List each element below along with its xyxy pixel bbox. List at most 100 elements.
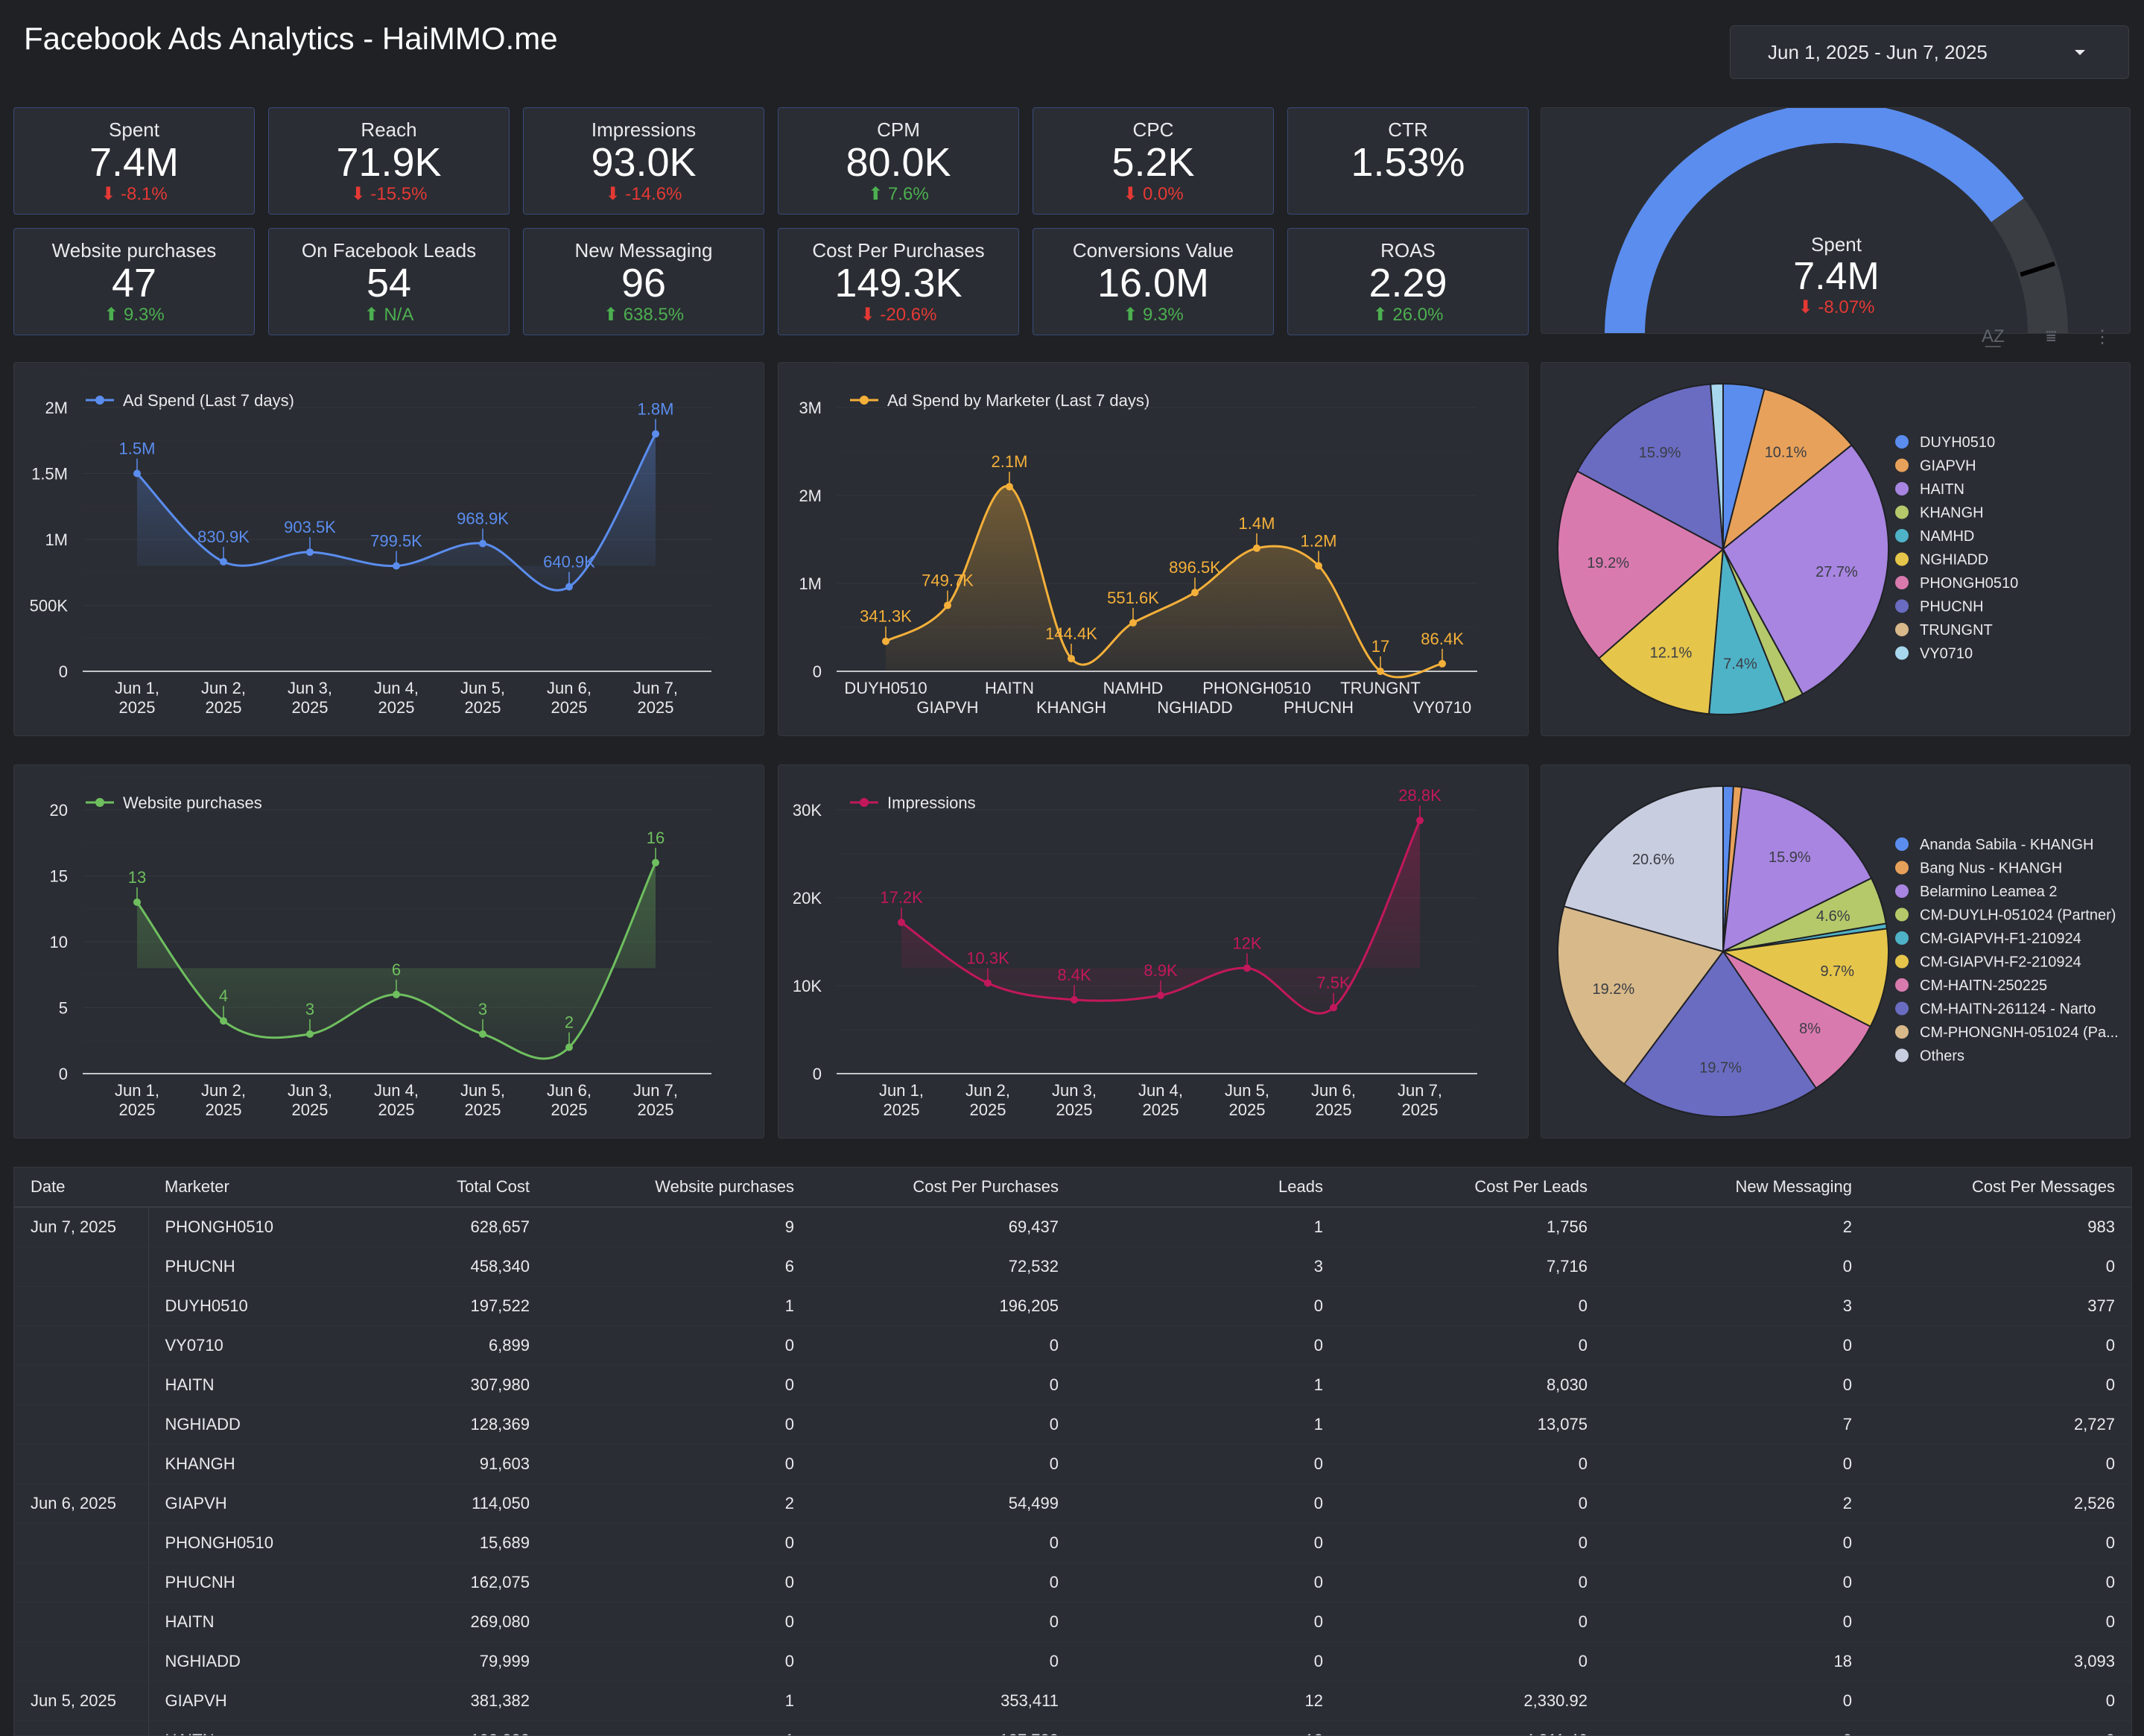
legend-item[interactable]: NGHIADD bbox=[1895, 552, 1988, 568]
legend-item[interactable]: NAMHD bbox=[1895, 528, 1974, 545]
table-row[interactable]: HAITN193,8321137,783134,311.4600 bbox=[14, 1721, 2131, 1736]
table-cell-new-messaging: 0 bbox=[1604, 1603, 1868, 1642]
data-point[interactable] bbox=[565, 1044, 573, 1051]
legend-item[interactable]: Others bbox=[1895, 1048, 1964, 1065]
column-header-marketer[interactable]: Marketer bbox=[148, 1168, 297, 1207]
data-point[interactable] bbox=[479, 1030, 486, 1038]
column-header-cost-per-leads[interactable]: Cost Per Leads bbox=[1339, 1168, 1604, 1207]
kpi-title: CPC bbox=[1033, 118, 1273, 141]
data-point[interactable] bbox=[1071, 996, 1078, 1004]
data-point[interactable] bbox=[220, 558, 227, 566]
table-cell-website-purchases: 1 bbox=[546, 1721, 811, 1736]
column-header-new-messaging[interactable]: New Messaging bbox=[1604, 1168, 1868, 1207]
data-point[interactable] bbox=[479, 540, 486, 548]
legend-item[interactable]: CM-DUYLH-051024 (Partner) bbox=[1895, 907, 2116, 924]
data-point[interactable] bbox=[898, 919, 905, 926]
legend-swatch bbox=[1895, 884, 1909, 898]
data-point[interactable] bbox=[652, 430, 659, 437]
data-label: 341.3K bbox=[860, 607, 912, 626]
data-point[interactable] bbox=[306, 1030, 314, 1038]
data-point[interactable] bbox=[565, 583, 573, 591]
legend-item[interactable]: CM-GIAPVH-F1-210924 bbox=[1895, 931, 2081, 947]
data-point[interactable] bbox=[1416, 817, 1424, 824]
y-tick-label: 20 bbox=[50, 801, 68, 820]
column-header-cost-per-messages[interactable]: Cost Per Messages bbox=[1868, 1168, 2131, 1207]
date-range-picker[interactable]: Jun 1, 2025 - Jun 7, 2025 bbox=[1730, 25, 2129, 79]
more-vert-icon[interactable]: ⋮ bbox=[2093, 326, 2111, 348]
legend-item[interactable]: CM-GIAPVH-F2-210924 bbox=[1895, 954, 2081, 971]
legend-item[interactable]: PHUCNH bbox=[1895, 599, 1984, 615]
data-point[interactable] bbox=[652, 859, 659, 867]
table-cell-marketer: GIAPVH bbox=[148, 1484, 297, 1524]
marketer-spend-area-chart: Ad Spend by Marketer (Last 7 days)01M2M3… bbox=[778, 363, 1529, 737]
data-point[interactable] bbox=[1439, 660, 1446, 668]
data-point[interactable] bbox=[984, 979, 992, 986]
data-point[interactable] bbox=[882, 638, 889, 645]
data-label: 749.7K bbox=[922, 571, 974, 590]
table-cell-new-messaging: 18 bbox=[1604, 1642, 1868, 1682]
data-point[interactable] bbox=[1330, 1004, 1337, 1012]
data-point[interactable] bbox=[1157, 992, 1164, 999]
legend-item[interactable]: CM-HAITN-250225 bbox=[1895, 978, 2047, 994]
data-point[interactable] bbox=[1377, 668, 1384, 675]
data-label: 3 bbox=[478, 1000, 487, 1019]
column-header-leads[interactable]: Leads bbox=[1075, 1168, 1339, 1207]
table-cell-total-cost: 458,340 bbox=[297, 1247, 546, 1287]
legend-item[interactable]: KHANGH bbox=[1895, 505, 1984, 522]
legend-item[interactable]: VY0710 bbox=[1895, 646, 1973, 662]
data-point[interactable] bbox=[1006, 483, 1013, 490]
column-header-date[interactable]: Date bbox=[14, 1168, 148, 1207]
legend-item[interactable]: CM-PHONGNH-051024 (Pa... bbox=[1895, 1024, 2119, 1041]
x-tick-label: DUYH0510 bbox=[844, 679, 927, 697]
legend-item[interactable]: Ananda Sabila - KHANGH bbox=[1895, 837, 2093, 853]
data-point[interactable] bbox=[133, 899, 141, 906]
data-point[interactable] bbox=[393, 991, 400, 998]
data-point[interactable] bbox=[1191, 589, 1199, 596]
table-cell-new-messaging: 0 bbox=[1604, 1445, 1868, 1484]
legend-item[interactable]: GIAPVH bbox=[1895, 458, 1976, 475]
table-cell-total-cost: 6,899 bbox=[297, 1326, 546, 1366]
legend-item[interactable]: DUYH0510 bbox=[1895, 434, 1995, 451]
data-point[interactable] bbox=[1253, 545, 1260, 552]
legend-item[interactable]: PHONGH0510 bbox=[1895, 575, 2018, 592]
data-point[interactable] bbox=[944, 602, 951, 609]
legend-item[interactable]: Bang Nus - KHANGH bbox=[1895, 861, 2062, 877]
chevron-down-icon[interactable] bbox=[2075, 50, 2085, 55]
data-point[interactable] bbox=[220, 1017, 227, 1024]
data-point[interactable] bbox=[1068, 655, 1075, 662]
column-header-total-cost[interactable]: Total Cost bbox=[297, 1168, 546, 1207]
column-header-website-purchases[interactable]: Website purchases bbox=[546, 1168, 811, 1207]
legend-item[interactable]: Belarmino Leamea 2 bbox=[1895, 884, 2058, 900]
data-point[interactable] bbox=[133, 470, 141, 478]
data-point[interactable] bbox=[306, 548, 314, 556]
column-header-cost-per-purchases[interactable]: Cost Per Purchases bbox=[811, 1168, 1075, 1207]
data-point[interactable] bbox=[1129, 619, 1137, 627]
data-point[interactable] bbox=[1315, 562, 1322, 569]
filter-icon[interactable]: ⩸ bbox=[2046, 326, 2057, 347]
legend-item[interactable]: CM-HAITN-261124 - Narto bbox=[1895, 1001, 2096, 1018]
data-point[interactable] bbox=[1243, 964, 1251, 972]
legend-item[interactable]: HAITN bbox=[1895, 481, 1964, 498]
pie-slice-label: 10.1% bbox=[1765, 444, 1807, 460]
sort-az-icon[interactable]: A͟Z bbox=[1982, 326, 2005, 347]
legend-swatch bbox=[1895, 837, 1909, 851]
legend-item[interactable]: TRUNGNT bbox=[1895, 622, 1993, 639]
data-point[interactable] bbox=[393, 562, 400, 569]
table-cell-date bbox=[14, 1563, 148, 1603]
kpi-delta: ⬇ 0.0% bbox=[1033, 184, 1273, 205]
